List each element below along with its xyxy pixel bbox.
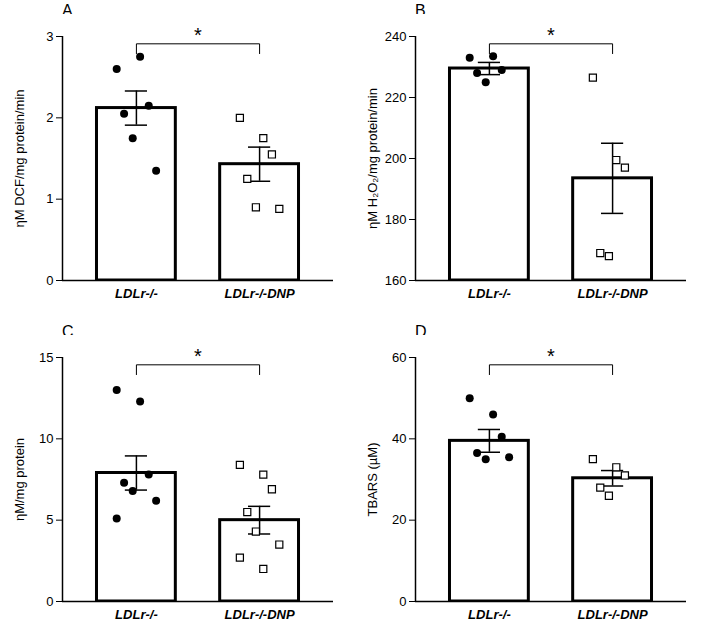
svg-text:LDLr-/-: LDLr-/- <box>115 286 158 301</box>
html-text:A: A <box>62 2 73 19</box>
svg-text:3: 3 <box>46 29 53 44</box>
svg-text:*: * <box>547 345 555 367</box>
svg-text:LDLr-/-DNP: LDLr-/-DNP <box>578 286 648 301</box>
svg-text:ηM/mg protein: ηM/mg protein <box>12 438 27 521</box>
svg-text:2: 2 <box>46 110 53 125</box>
svg-text:*: * <box>547 24 555 46</box>
html-text:D: D <box>415 323 427 340</box>
svg-text:0: 0 <box>46 273 53 288</box>
svg-text:ηM DCF/mg protein/min: ηM DCF/mg protein/min <box>12 90 27 228</box>
svg-text:10: 10 <box>39 431 53 446</box>
svg-text:20: 20 <box>392 512 406 527</box>
svg-text:15: 15 <box>39 350 53 365</box>
svg-text:180: 180 <box>385 212 407 227</box>
svg-text:LDLr-/-: LDLr-/- <box>468 607 511 622</box>
html-text:B: B <box>415 2 426 19</box>
svg-text:1: 1 <box>46 191 53 206</box>
svg-text:240: 240 <box>385 29 407 44</box>
svg-text:160: 160 <box>385 273 407 288</box>
svg-text:60: 60 <box>392 350 406 365</box>
svg-text:*: * <box>194 345 202 367</box>
svg-text:TBARS (µM): TBARS (µM) <box>365 443 380 517</box>
svg-text:LDLr-/-DNP: LDLr-/-DNP <box>578 607 648 622</box>
svg-text:LDLr-/-: LDLr-/- <box>115 607 158 622</box>
svg-text:LDLr-/-DNP: LDLr-/-DNP <box>225 607 295 622</box>
html-text:C: C <box>62 323 74 340</box>
svg-text:LDLr-/-DNP: LDLr-/-DNP <box>225 286 295 301</box>
svg-text:220: 220 <box>385 90 407 105</box>
svg-text:5: 5 <box>46 512 53 527</box>
svg-text:200: 200 <box>385 151 407 166</box>
svg-text:0: 0 <box>399 594 406 609</box>
svg-text:ηM H₂O₂/mg protein/min: ηM H₂O₂/mg protein/min <box>365 88 380 229</box>
svg-text:*: * <box>194 24 202 46</box>
svg-text:0: 0 <box>46 594 53 609</box>
svg-text:LDLr-/-: LDLr-/- <box>468 286 511 301</box>
svg-text:40: 40 <box>392 431 406 446</box>
